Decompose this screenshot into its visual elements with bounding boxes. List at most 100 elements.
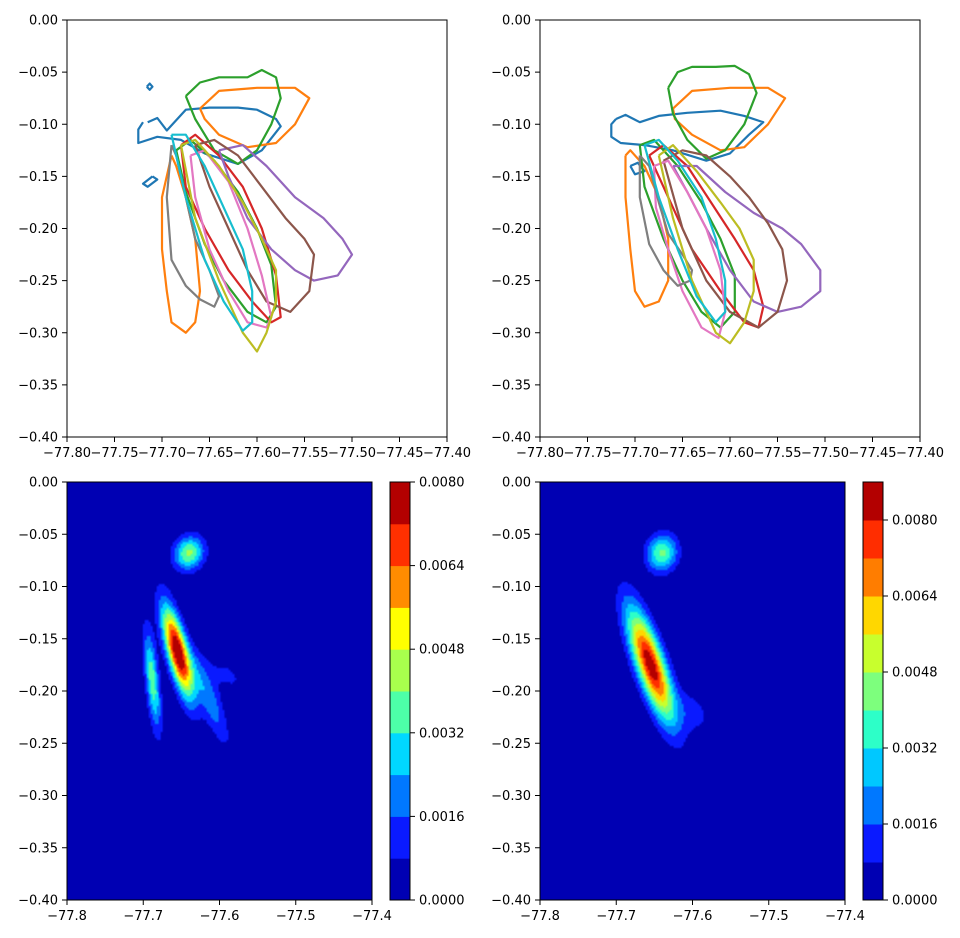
- colorbar-tick-label: 0.0048: [419, 643, 465, 658]
- contour-line-0: [610, 109, 765, 162]
- x-tick-label: −77.45: [375, 446, 423, 461]
- colorbar-frame: [389, 481, 411, 901]
- y-tick-label: −0.05: [491, 66, 531, 81]
- x-tick-label: −77.45: [848, 446, 896, 461]
- y-tick-label: −0.20: [491, 222, 531, 237]
- colorbar-band: [863, 520, 883, 559]
- x-tick-label: −77.80: [43, 446, 91, 461]
- x-tick-label: −77.4: [352, 909, 392, 924]
- top-left-frame: [66, 19, 448, 438]
- y-tick-label: −0.05: [18, 66, 58, 81]
- colorbar-band: [390, 607, 410, 650]
- bottom-right-colorbar: 0.0000 0.0016 0.0032 0.0048 0.0064 0.0080: [862, 481, 938, 909]
- contour-line-9: [652, 159, 727, 340]
- x-tick-label: −77.7: [123, 909, 163, 924]
- bottom-left-filled-contours: [67, 482, 372, 900]
- contour-line-9: [194, 138, 316, 313]
- colorbar-tick-label: 0.0080: [892, 514, 938, 529]
- x-tick-label: −77.5: [749, 909, 789, 924]
- top-right-plot-area: [540, 20, 920, 437]
- y-tick-label: −0.30: [491, 326, 531, 341]
- y-tick-label: −0.30: [18, 789, 58, 804]
- y-tick-label: −0.40: [491, 431, 531, 446]
- top-right-frame: [539, 19, 921, 438]
- colorbar-band: [863, 482, 883, 521]
- y-tick-label: 0.00: [502, 14, 531, 29]
- contour-line-2: [671, 86, 787, 152]
- colorbar-tick-label: 0.0000: [892, 894, 938, 909]
- colorbar-band: [863, 710, 883, 749]
- x-tick-label: −77.8: [520, 909, 560, 924]
- y-tick-label: 0.00: [29, 476, 58, 491]
- colorbar-tick-label: 0.0080: [419, 476, 465, 491]
- top-right-contours: [610, 64, 822, 345]
- colorbar-tick-label: 0.0032: [892, 742, 938, 757]
- y-tick-label: −0.35: [18, 378, 58, 393]
- y-tick-label: −0.05: [491, 528, 531, 543]
- x-tick-label: −77.60: [233, 446, 281, 461]
- contour-line-13: [170, 133, 254, 332]
- x-tick-label: −77.6: [200, 909, 240, 924]
- colorbar-band: [863, 558, 883, 597]
- x-tick-label: −77.55: [280, 446, 328, 461]
- colorbar-frame: [862, 481, 884, 901]
- y-tick-label: 0.00: [29, 14, 58, 29]
- x-tick-label: −77.70: [611, 446, 659, 461]
- y-tick-label: −0.40: [18, 894, 58, 909]
- y-tick-label: −0.40: [491, 894, 531, 909]
- x-tick-label: −77.8: [47, 909, 87, 924]
- x-tick-label: −77.5: [276, 909, 316, 924]
- y-tick-label: −0.20: [18, 222, 58, 237]
- y-tick-label: −0.10: [18, 118, 58, 133]
- contour-line-12: [179, 138, 278, 353]
- x-tick-label: −77.4: [825, 909, 865, 924]
- x-tick-label: −77.7: [596, 909, 636, 924]
- colorbar-band: [390, 732, 410, 776]
- x-tick-label: −77.6: [673, 909, 713, 924]
- x-tick-label: −77.65: [185, 446, 233, 461]
- top-right-axes: −77.80 −77.75 −77.70 −77.65 −77.60 −77.55 −77.…: [491, 14, 944, 462]
- x-tick-label: −77.50: [801, 446, 849, 461]
- y-tick-label: −0.20: [491, 685, 531, 700]
- x-tick-label: −77.75: [563, 446, 611, 461]
- colorbar-band: [390, 816, 410, 859]
- bottom-right-frame: [539, 481, 846, 901]
- colorbar-band: [390, 565, 410, 608]
- colorbar-band: [863, 824, 883, 863]
- y-tick-label: −0.10: [491, 580, 531, 595]
- colorbar-band: [390, 523, 410, 567]
- y-tick-label: −0.30: [18, 326, 58, 341]
- contour-line-8: [217, 144, 354, 282]
- y-tick-label: −0.10: [491, 118, 531, 133]
- contour-line-0: [137, 106, 282, 165]
- colorbar-band: [390, 649, 410, 692]
- colorbar-tick-label: 0.0016: [892, 818, 938, 833]
- colorbar-band: [390, 482, 410, 525]
- contour-line-12: [643, 138, 727, 324]
- x-tick-label: −77.80: [516, 446, 564, 461]
- colorbar-tick-label: 0.0032: [419, 726, 465, 741]
- top-left-axes: −77.80 −77.75 −77.70 −77.65 −77.60 −77.55 −77.…: [18, 14, 471, 462]
- contour-line-3: [198, 86, 311, 149]
- bottom-left-frame: [66, 481, 373, 901]
- y-tick-label: −0.35: [491, 378, 531, 393]
- y-tick-label: 0.00: [502, 476, 531, 491]
- colorbar-band: [863, 748, 883, 787]
- x-tick-label: −77.70: [138, 446, 186, 461]
- colorbar-band: [863, 634, 883, 673]
- bottom-left-colorbar: 0.0000 0.0016 0.0032 0.0048 0.0064 0.0080: [389, 476, 465, 909]
- colorbar-band: [390, 858, 410, 901]
- y-tick-label: −0.15: [491, 170, 531, 185]
- contour-line-11: [657, 144, 755, 345]
- y-tick-label: −0.15: [18, 170, 58, 185]
- y-tick-label: −0.10: [18, 580, 58, 595]
- y-tick-label: −0.20: [18, 685, 58, 700]
- x-tick-label: −77.60: [706, 446, 754, 461]
- colorbar-tick-label: 0.0048: [892, 666, 938, 681]
- y-tick-label: −0.25: [491, 737, 531, 752]
- contour-line-1: [141, 175, 159, 188]
- colorbar-band: [390, 691, 410, 734]
- colorbar-tick-label: 0.0016: [419, 810, 465, 825]
- y-tick-label: −0.35: [18, 841, 58, 856]
